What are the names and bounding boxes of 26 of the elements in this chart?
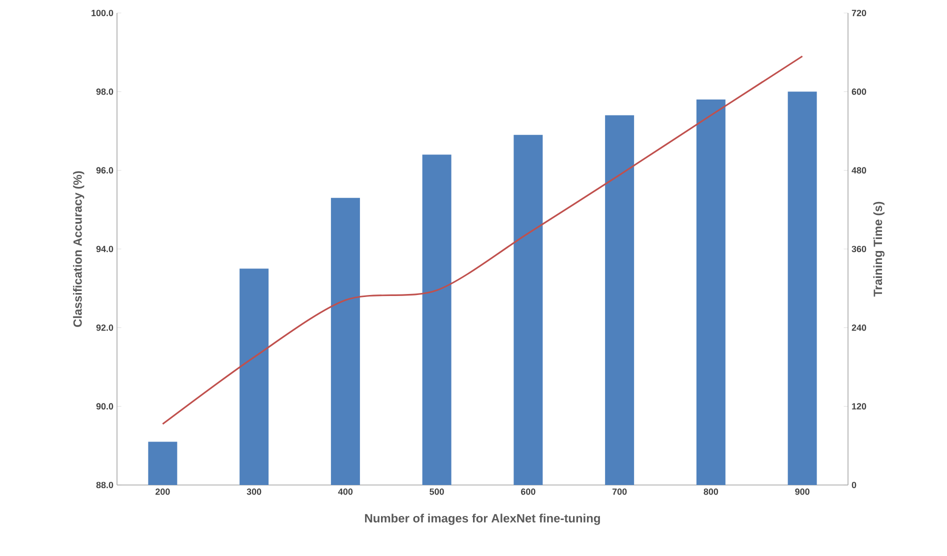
- y2-tick-label: 240: [852, 324, 866, 331]
- x-tick-label: 500: [430, 488, 444, 495]
- y2-tick-label: 720: [852, 10, 866, 16]
- x-tick-label: 400: [338, 488, 353, 495]
- y2-tick-label: 480: [852, 167, 866, 174]
- y-tick-label: 92.0: [96, 324, 114, 331]
- x-tick-label: 600: [521, 488, 536, 495]
- y2-tick-label: 360: [852, 246, 866, 252]
- x-axis-title: Number of images for AlexNet fine-tuning: [365, 514, 600, 525]
- x-tick-label: 300: [246, 488, 262, 495]
- y2-axis-title: Training Time (s): [873, 202, 885, 297]
- x-tick-label: 200: [156, 488, 170, 495]
- y-tick-label: 88.0: [96, 482, 114, 488]
- y2-tick-label: 600: [852, 88, 866, 95]
- x-tick-label: 800: [704, 488, 718, 495]
- x-tick-label: 900: [795, 488, 810, 495]
- y-tick-label: 90.0: [96, 403, 114, 410]
- y-tick-label: 94.0: [96, 246, 114, 252]
- y-axis-title: Classification Accuracy (%): [73, 171, 84, 327]
- x-tick-label: 700: [612, 488, 627, 495]
- y2-tick-label: 120: [852, 403, 866, 410]
- y2-tick-label: 0: [852, 482, 856, 488]
- y-tick-label: 98.0: [96, 88, 114, 95]
- y-tick-label: 96.0: [96, 167, 114, 174]
- line-series: [162, 55, 804, 425]
- y-tick-label: 100.0: [92, 10, 114, 16]
